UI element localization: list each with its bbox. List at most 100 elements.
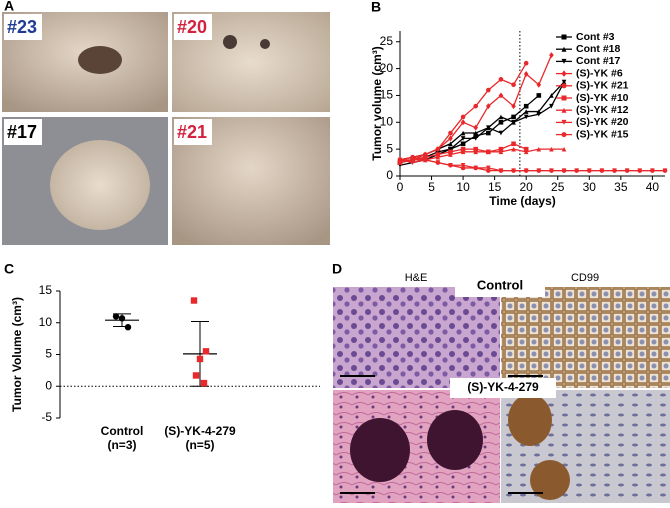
marker xyxy=(473,136,479,141)
x-tick-label: 15 xyxy=(488,180,502,194)
marker xyxy=(397,160,403,165)
panel-label: A xyxy=(4,0,14,14)
marker xyxy=(473,103,479,109)
x-tick-label: (n=3) xyxy=(107,438,136,452)
marker xyxy=(511,103,516,110)
marker xyxy=(523,109,529,114)
marker xyxy=(511,119,516,125)
x-tick-label: 40 xyxy=(646,180,660,194)
marker xyxy=(498,77,504,82)
marker xyxy=(460,149,466,155)
label-box xyxy=(174,119,212,145)
marker xyxy=(112,313,120,320)
marker xyxy=(536,93,542,98)
marker xyxy=(498,92,504,99)
x-tick-label: 20 xyxy=(520,180,534,194)
marker xyxy=(624,168,630,173)
marker xyxy=(460,162,466,168)
marker xyxy=(561,34,567,40)
y-tick-label: 0 xyxy=(45,378,52,392)
marker xyxy=(561,119,567,125)
panel-label: B xyxy=(371,0,381,15)
marker xyxy=(561,83,567,89)
marker xyxy=(435,154,441,160)
marker xyxy=(448,135,453,142)
label-box xyxy=(174,14,212,40)
photo-label: #21 xyxy=(177,122,207,142)
marker xyxy=(460,119,466,126)
marker xyxy=(118,315,126,322)
y-tick-label: 5 xyxy=(386,141,393,155)
marker xyxy=(190,297,198,304)
marker xyxy=(486,125,491,130)
marker xyxy=(549,103,554,109)
marker xyxy=(498,114,504,120)
marker xyxy=(561,70,567,77)
marker xyxy=(498,119,504,125)
tissue xyxy=(508,394,552,446)
x-axis-title: Time (days) xyxy=(489,194,555,208)
marker xyxy=(473,124,479,131)
marker xyxy=(460,165,466,171)
marker xyxy=(549,52,554,59)
y-tick-label: 15 xyxy=(380,88,394,102)
marker xyxy=(523,70,529,77)
marker xyxy=(200,379,208,387)
marker xyxy=(486,149,491,155)
marker xyxy=(192,372,200,379)
marker xyxy=(202,348,210,355)
marker xyxy=(448,162,453,168)
x-tick-label: 25 xyxy=(551,180,565,194)
marker xyxy=(549,168,554,173)
marker xyxy=(549,146,554,152)
x-tick-label: (n=5) xyxy=(185,438,214,452)
y-axis-title: Tumor volume (cm³) xyxy=(370,46,384,160)
x-tick-label: Control xyxy=(101,424,144,438)
marker xyxy=(448,149,453,155)
tissue xyxy=(350,418,410,482)
panel-label: D xyxy=(332,261,342,277)
y-tick-label: 10 xyxy=(380,114,394,128)
photo-label: #20 xyxy=(177,17,207,37)
marker xyxy=(536,111,542,117)
marker xyxy=(473,146,479,152)
he-image xyxy=(333,287,500,388)
photos: #23 #20 #17 #21 xyxy=(2,12,330,245)
marker xyxy=(549,93,554,98)
tumor xyxy=(78,46,122,74)
marker xyxy=(662,168,668,173)
marker xyxy=(561,146,567,152)
series-line xyxy=(399,94,540,164)
y-tick-label: 25 xyxy=(380,34,394,48)
marker xyxy=(473,130,479,136)
marker xyxy=(586,168,592,173)
marker xyxy=(561,168,567,173)
x-tick-label: 5 xyxy=(428,180,435,194)
marker xyxy=(637,168,643,173)
label-box xyxy=(455,275,545,297)
legend-label: (S)-YK #21 xyxy=(576,80,629,92)
marker xyxy=(523,114,529,120)
y-tick-label: -5 xyxy=(41,410,52,424)
marker xyxy=(448,152,453,157)
tumor xyxy=(50,140,150,230)
marker xyxy=(473,149,479,155)
marker xyxy=(498,130,504,136)
legend-label: (S)-YK #12 xyxy=(576,104,629,116)
marker xyxy=(460,141,466,147)
marker xyxy=(410,160,415,165)
y-tick-label: 0 xyxy=(386,168,393,182)
legend-label: Cont #17 xyxy=(576,55,621,67)
marker xyxy=(561,79,567,85)
marker xyxy=(612,168,617,173)
legend-label: Cont #3 xyxy=(576,31,615,43)
label-box xyxy=(4,119,42,145)
marker xyxy=(561,132,567,138)
column-label: CD99 xyxy=(571,272,599,284)
marker xyxy=(473,133,479,139)
legend-label: Cont #18 xyxy=(576,43,621,55)
tumor xyxy=(223,35,237,49)
marker xyxy=(498,168,504,173)
